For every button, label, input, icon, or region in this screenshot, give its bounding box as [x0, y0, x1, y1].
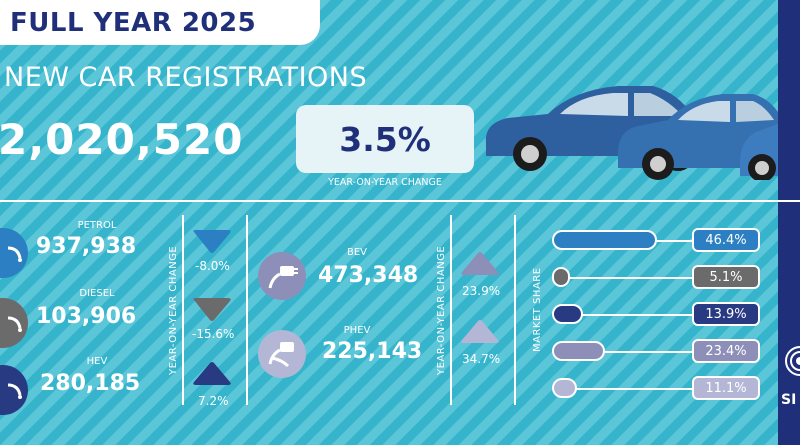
bev-label: BEV — [346, 247, 368, 258]
diesel-change-arrow-down-icon — [193, 298, 231, 321]
diesel-label: DIESEL — [79, 288, 115, 299]
bev-change-arrow-up-icon — [461, 252, 499, 275]
market-share-bar — [552, 378, 577, 398]
title-banner: FULL YEAR 2025 — [0, 0, 320, 45]
yoy-vertical-label-left: YEAR-ON-YEAR CHANGE — [168, 245, 179, 375]
market-share-value: 23.4% — [692, 339, 760, 363]
total-registrations: 2,020,520 — [0, 115, 244, 164]
hev-label: HEV — [86, 356, 108, 367]
divider-line — [514, 215, 516, 405]
brand-logo — [780, 345, 800, 385]
market-share-track — [556, 388, 696, 390]
diesel-change: -15.6% — [192, 327, 235, 341]
petrol-value: 937,938 — [36, 234, 137, 259]
yoy-change-box: 3.5% — [296, 105, 474, 173]
diesel-value: 103,906 — [36, 304, 137, 329]
bev-plug-icon — [258, 252, 306, 300]
section-divider — [0, 200, 800, 202]
yoy-change-label: YEAR-ON-YEAR CHANGE — [328, 177, 442, 188]
market-share-value: 5.1% — [692, 265, 760, 289]
petrol-change-arrow-down-icon — [193, 230, 231, 253]
hev-value: 280,185 — [40, 371, 141, 396]
yoy-change-value: 3.5% — [339, 119, 431, 159]
market-share-bar — [552, 341, 605, 361]
phev-value: 225,143 — [322, 339, 423, 364]
market-share-bar — [552, 304, 583, 324]
petrol-change: -8.0% — [195, 259, 230, 273]
divider-line — [246, 215, 248, 405]
phev-change-arrow-up-icon — [461, 320, 499, 343]
petrol-label: PETROL — [77, 220, 117, 231]
market-share-bar — [552, 230, 657, 250]
side-bar — [778, 0, 800, 445]
bev-value: 473,348 — [318, 263, 419, 288]
cars-illustration — [485, 86, 778, 180]
hev-icon — [0, 365, 28, 415]
brand-logo-text: SI — [781, 392, 797, 408]
car-icon — [618, 94, 778, 180]
diesel-icon — [0, 298, 28, 348]
hev-change: 7.2% — [198, 394, 229, 408]
phev-plug-icon — [258, 330, 306, 378]
phev-change: 34.7% — [462, 352, 501, 366]
yoy-vertical-label-right: YEAR-ON-YEAR CHANGE — [436, 245, 447, 375]
market-share-vertical-label: MARKET SHARE — [532, 267, 543, 353]
market-share-chart: 46.4% 5.1% 13.9% 23.4% 11.1% — [552, 228, 762, 408]
market-share-bar — [552, 267, 570, 287]
divider-line — [182, 215, 184, 405]
market-share-value: 13.9% — [692, 302, 760, 326]
market-share-value: 46.4% — [692, 228, 760, 252]
market-share-value: 11.1% — [692, 376, 760, 400]
logo-icon — [785, 346, 800, 376]
market-share-track — [556, 351, 696, 353]
petrol-icon — [0, 228, 28, 278]
hev-change-arrow-up-icon — [193, 362, 231, 385]
phev-label: PHEV — [343, 325, 371, 336]
subtitle: NEW CAR REGISTRATIONS — [4, 62, 368, 93]
divider-line — [450, 215, 452, 405]
bev-change: 23.9% — [462, 284, 501, 298]
market-share-track — [556, 314, 696, 316]
market-share-track — [556, 277, 696, 279]
page-title: FULL YEAR 2025 — [10, 7, 257, 38]
car-icon — [740, 124, 778, 180]
